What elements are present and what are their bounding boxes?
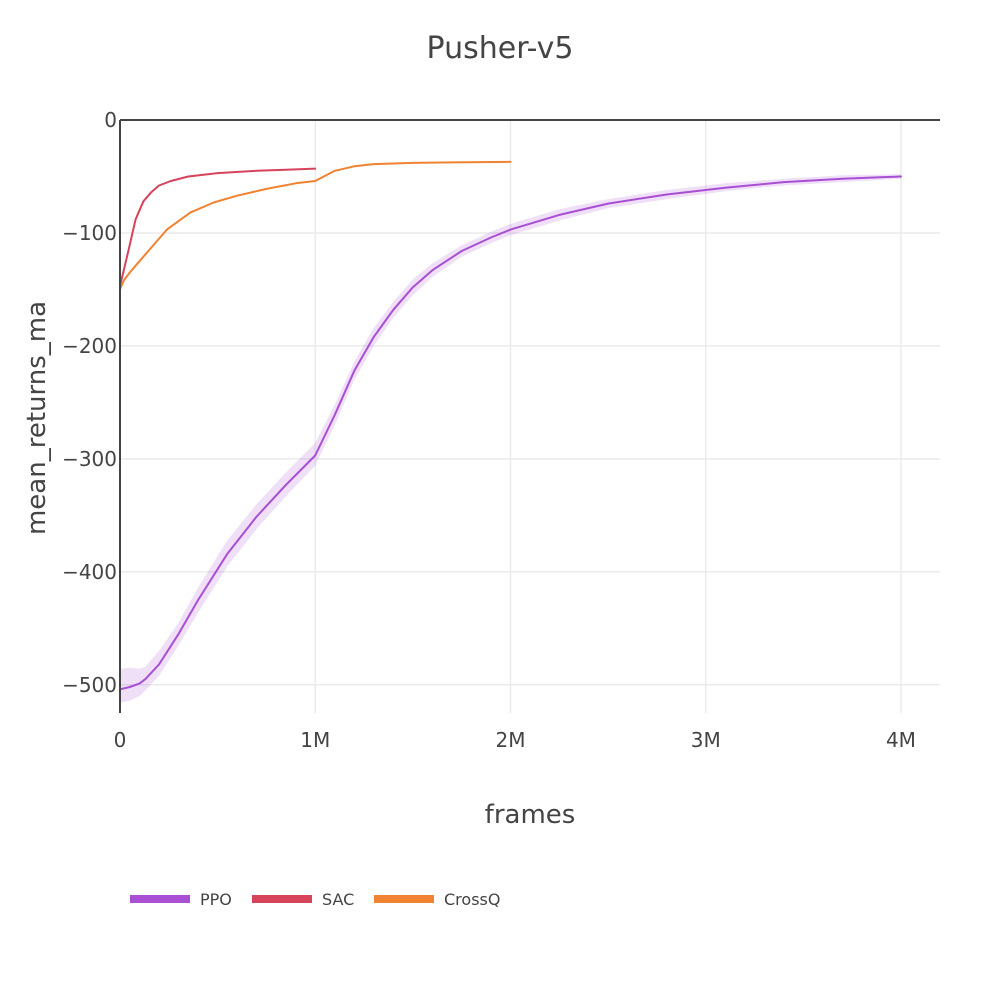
y-tick-label: −200 (62, 334, 117, 358)
x-tick-label: 1M (300, 728, 330, 752)
tick-labels: 0 1M 2M 3M 4M 0 −100 −200 −300 −400 −500 (62, 108, 916, 752)
legend: PPO SAC CrossQ (130, 890, 500, 909)
y-axis-title: mean_returns_ma (22, 301, 52, 535)
x-tick-label: 3M (691, 728, 721, 752)
legend-label-crossq: CrossQ (444, 890, 500, 909)
y-tick-label: −100 (62, 221, 117, 245)
x-axis-title: frames (485, 800, 576, 830)
legend-label-sac: SAC (322, 890, 354, 909)
x-tick-label: 4M (886, 728, 916, 752)
gridlines (120, 120, 940, 713)
y-tick-label: −500 (62, 673, 117, 697)
series-line-ppo (119, 175, 902, 691)
y-tick-label: −400 (62, 560, 117, 584)
y-tick-label: 0 (104, 108, 117, 132)
series-line-sac (119, 167, 317, 287)
chart-title: Pusher-v5 (427, 31, 574, 66)
x-tick-label: 0 (114, 728, 127, 752)
series-lines (119, 160, 902, 691)
series-line-crossq (119, 160, 512, 291)
legend-label-ppo: PPO (200, 890, 232, 909)
axes (119, 119, 940, 713)
x-tick-label: 2M (495, 728, 525, 752)
y-tick-label: −300 (62, 447, 117, 471)
